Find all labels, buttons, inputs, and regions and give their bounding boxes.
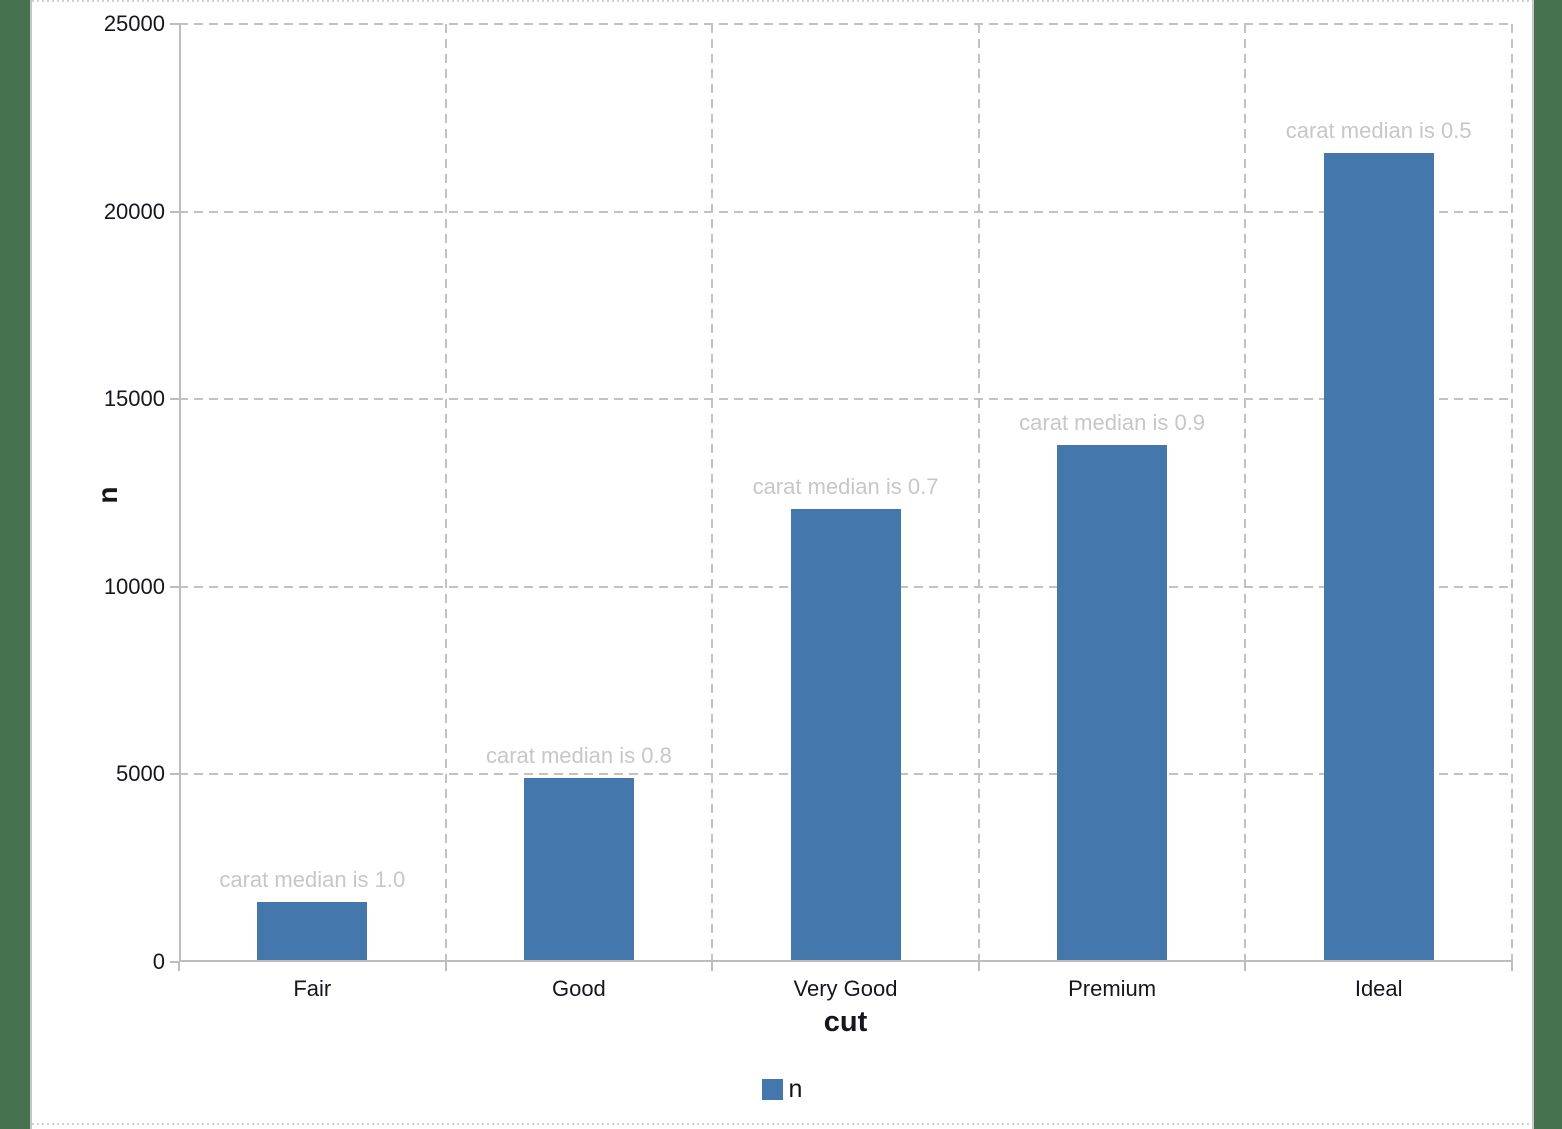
bar-very-good[interactable] [790,508,901,960]
plot-area: 0 5000 10000 15000 20000 25000 carat median is… [104,11,1513,1001]
x-tick-mark [711,962,714,971]
bar-premium[interactable] [1057,444,1168,960]
gridline-horizontal [179,210,1512,213]
chart-canvas: 0 5000 10000 15000 20000 25000 carat median is… [30,0,1534,1129]
gridline-vertical [444,24,447,962]
canvas-top-border [32,0,1532,2]
bar-annotation: carat median is 0.5 [1285,118,1472,144]
gridline-vertical [1244,24,1247,962]
y-tick-label: 15000 [103,386,165,412]
y-tick-label: 20000 [103,198,165,224]
x-category-label: Premium [1068,976,1157,1001]
x-category-label: Ideal [1354,976,1403,1001]
y-tick-mark [170,773,179,776]
bar-annotation: carat median is 0.9 [1019,409,1206,435]
x-category-label: Fair [293,976,332,1001]
legend-label[interactable]: n [788,1075,803,1103]
gridline-horizontal [179,398,1512,401]
x-tick-mark [178,962,180,971]
y-tick-label: 0 [152,949,165,974]
x-tick-mark [444,962,447,971]
y-axis-title: n [92,486,123,504]
gridline-vertical [1511,24,1513,962]
legend: n [32,1075,1532,1103]
y-tick-mark [170,961,179,963]
y-tick-mark [170,23,179,25]
bar-good[interactable] [523,777,634,960]
gridline-vertical [977,24,980,962]
y-tick-mark [170,210,179,213]
y-tick-label: 25000 [103,11,165,36]
bar-fair[interactable] [257,901,368,960]
legend-swatch[interactable] [761,1079,783,1100]
x-category-label: Very Good [793,976,898,1001]
gridline-horizontal [179,23,1512,25]
y-tick-label: 10000 [103,573,165,599]
y-tick-mark [170,585,179,588]
x-tick-mark [1511,962,1513,971]
canvas-bottom-border [32,1123,1532,1125]
y-tick-mark [170,398,179,401]
x-axis-line [179,960,1512,962]
bar-annotation: carat median is 0.8 [485,742,672,768]
x-category-label: Good [551,976,606,1001]
bar-annotation: carat median is 0.7 [752,473,939,499]
gridline-vertical [711,24,714,962]
x-axis-title: cut [823,1006,868,1038]
y-axis-line [179,24,181,962]
x-tick-mark [1244,962,1247,971]
bar-annotation: carat median is 1.0 [219,866,406,892]
y-tick-label: 5000 [116,761,165,787]
bar-ideal[interactable] [1323,153,1434,960]
x-tick-mark [977,962,980,971]
